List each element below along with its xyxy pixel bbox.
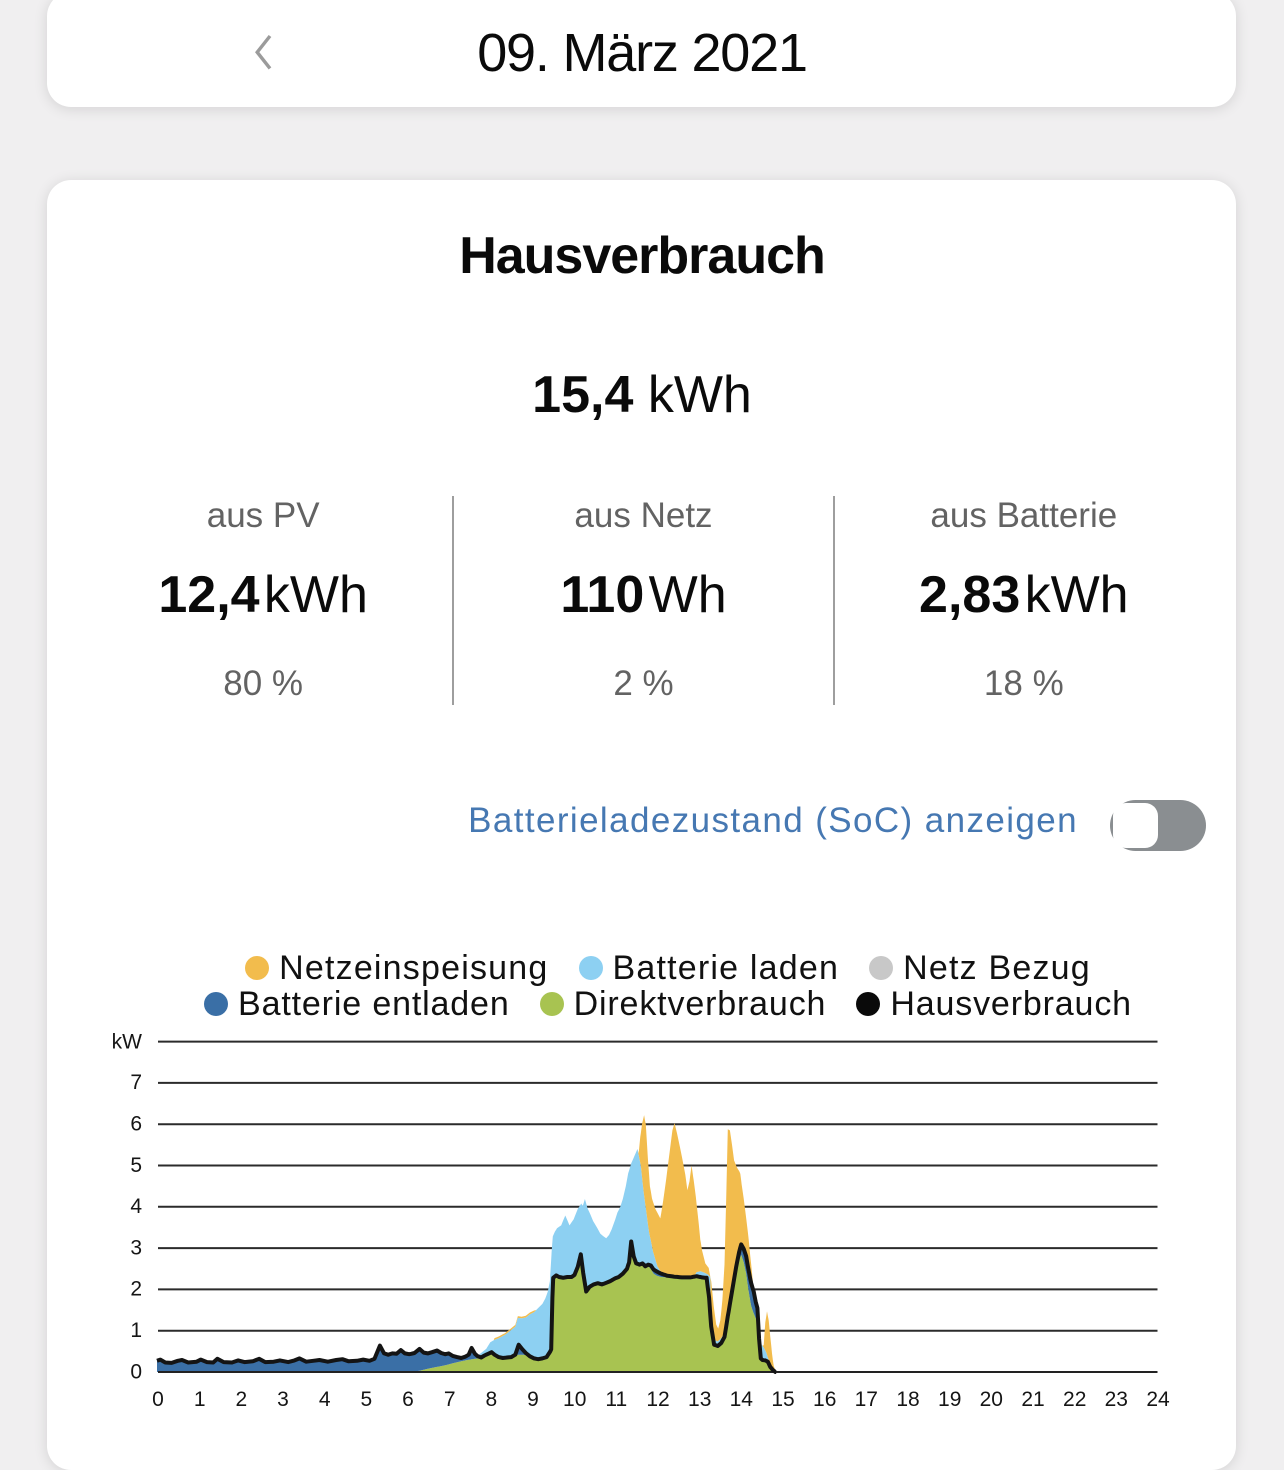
svg-text:11: 11 bbox=[605, 1388, 627, 1411]
svg-text:7: 7 bbox=[444, 1388, 456, 1411]
svg-text:7: 7 bbox=[130, 1071, 142, 1094]
svg-text:5: 5 bbox=[130, 1154, 142, 1177]
svg-text:13: 13 bbox=[688, 1388, 711, 1411]
svg-text:5: 5 bbox=[360, 1388, 372, 1411]
svg-text:1: 1 bbox=[130, 1319, 142, 1342]
svg-text:6: 6 bbox=[130, 1113, 142, 1136]
svg-text:10: 10 bbox=[563, 1388, 586, 1411]
svg-text:kW: kW bbox=[112, 1031, 143, 1054]
svg-text:2: 2 bbox=[235, 1388, 247, 1411]
svg-text:16: 16 bbox=[813, 1388, 836, 1411]
svg-text:23: 23 bbox=[1105, 1388, 1128, 1411]
svg-text:19: 19 bbox=[938, 1388, 961, 1411]
svg-text:12: 12 bbox=[646, 1388, 669, 1411]
svg-text:21: 21 bbox=[1021, 1388, 1044, 1411]
svg-text:8: 8 bbox=[485, 1388, 497, 1411]
svg-text:9: 9 bbox=[527, 1388, 539, 1411]
svg-text:2: 2 bbox=[130, 1278, 142, 1301]
svg-text:22: 22 bbox=[1063, 1388, 1086, 1411]
svg-text:15: 15 bbox=[771, 1388, 794, 1411]
svg-text:0: 0 bbox=[152, 1388, 164, 1411]
svg-text:24: 24 bbox=[1146, 1388, 1170, 1411]
svg-text:6: 6 bbox=[402, 1388, 414, 1411]
svg-text:17: 17 bbox=[855, 1388, 878, 1411]
svg-text:4: 4 bbox=[319, 1388, 331, 1411]
svg-text:3: 3 bbox=[130, 1236, 142, 1259]
svg-text:1: 1 bbox=[194, 1388, 206, 1411]
svg-text:4: 4 bbox=[130, 1195, 142, 1218]
svg-text:0: 0 bbox=[130, 1360, 142, 1383]
svg-text:18: 18 bbox=[896, 1388, 919, 1411]
svg-text:3: 3 bbox=[277, 1388, 289, 1411]
svg-text:20: 20 bbox=[980, 1388, 1003, 1411]
svg-text:14: 14 bbox=[730, 1388, 754, 1411]
